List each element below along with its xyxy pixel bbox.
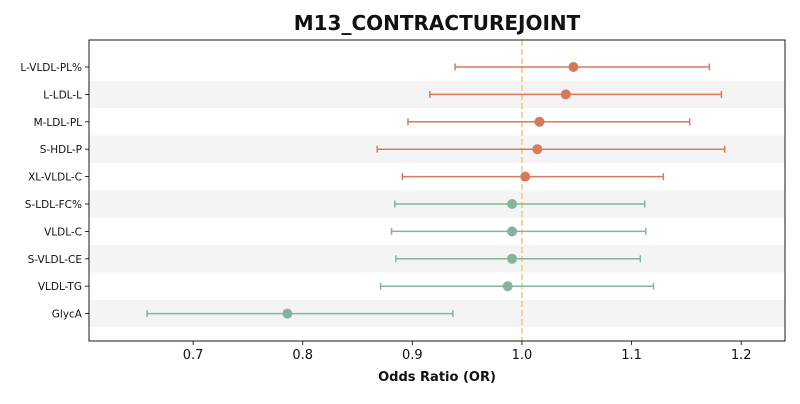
y-tick-label: L-VLDL-PL% (20, 62, 82, 74)
x-tick-label: 0.7 (183, 348, 204, 363)
x-tick-label: 1.1 (621, 348, 642, 363)
x-axis-ticks: 0.7 0.8 0.9 1.0 1.1 1.2 (183, 341, 752, 363)
plot-frame (88, 39, 786, 342)
y-tick-label: M-LDL-PL (34, 117, 83, 129)
point-estimate (507, 199, 518, 209)
y-tick-label: VLDL-C (44, 226, 82, 238)
y-tick-label: S-HDL-P (40, 144, 82, 156)
point-estimate (520, 171, 531, 182)
y-tick-label: L-LDL-L (43, 89, 82, 101)
y-tick-label: GlycA (52, 309, 83, 321)
point-estimate (560, 89, 571, 100)
y-axis-ticks: L-VLDL-PL% L-LDL-L M-LDL-PL S-HDL-P XL-VLDL-… (20, 62, 89, 321)
y-tick-label: S-LDL-FC% (25, 199, 82, 211)
x-tick-label: 1.2 (731, 348, 752, 363)
point-estimates (282, 62, 579, 319)
point-estimate (507, 253, 518, 264)
point-estimate (282, 308, 293, 319)
point-estimate (534, 116, 545, 127)
point-estimate (507, 226, 518, 237)
point-estimate (502, 281, 513, 292)
point-estimate (568, 62, 579, 72)
y-tick-label: S-VLDL-CE (28, 254, 82, 266)
x-tick-label: 1.0 (512, 348, 533, 363)
confidence-intervals (146, 63, 726, 318)
x-tick-label: 0.9 (402, 348, 423, 363)
point-estimate (532, 144, 543, 155)
x-tick-label: 0.8 (292, 348, 313, 363)
y-tick-label: XL-VLDL-C (28, 172, 82, 184)
x-axis-label: Odds Ratio (OR) (378, 370, 496, 385)
chart-title: M13_CONTRACTUREJOINT (294, 11, 581, 35)
y-tick-label: VLDL-TG (38, 281, 82, 293)
